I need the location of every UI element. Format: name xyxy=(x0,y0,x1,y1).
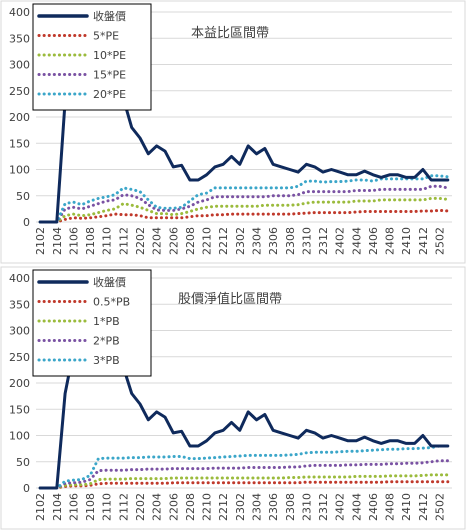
x-tick-label: 2406 xyxy=(367,227,380,255)
y-tick-label: 150 xyxy=(9,403,30,416)
legend-label: 5*PE xyxy=(93,30,119,43)
x-tick-label: 2412 xyxy=(417,493,430,521)
y-tick-label: 400 xyxy=(9,272,30,285)
legend-box xyxy=(32,269,152,377)
x-tick-label: 2304 xyxy=(250,227,263,255)
chart-title: 股價淨值比區間帶 xyxy=(178,291,282,307)
y-tick-label: 50 xyxy=(16,190,30,203)
x-tick-label: 2104 xyxy=(51,227,64,255)
x-tick-label: 2406 xyxy=(367,493,380,521)
x-tick-label: 2502 xyxy=(434,493,447,521)
x-tick-label: 2210 xyxy=(201,227,214,255)
series-line xyxy=(38,184,450,224)
x-tick-label: 2310 xyxy=(300,227,313,255)
x-tick-label: 2202 xyxy=(134,227,147,255)
legend-label: 15*PE xyxy=(93,69,126,82)
x-tick-label: 2208 xyxy=(184,493,197,521)
x-tick-label: 2102 xyxy=(34,227,47,255)
x-tick-label: 2306 xyxy=(267,493,280,521)
series-line xyxy=(38,473,450,490)
x-tick-label: 2212 xyxy=(217,493,230,521)
series-line xyxy=(38,444,450,490)
x-tick-label: 2104 xyxy=(51,493,64,521)
legend-label: 1*PB xyxy=(93,315,120,328)
legend-label: 3*PB xyxy=(93,354,120,367)
series-line xyxy=(38,174,450,224)
x-tick-label: 2412 xyxy=(417,227,430,255)
x-tick-label: 2304 xyxy=(250,493,263,521)
x-tick-label: 2410 xyxy=(400,227,413,255)
pb-band-chart: 0 50 100 150 200 250 300 350 400 2102 2104 2106 2108… xyxy=(0,266,466,530)
x-tick-label: 2306 xyxy=(267,227,280,255)
x-tick-label: 2308 xyxy=(284,493,297,521)
series-line xyxy=(38,208,450,224)
legend-label: 20*PE xyxy=(93,88,126,101)
legend-label: 0.5*PB xyxy=(93,296,130,309)
y-tick-label: 300 xyxy=(9,59,30,72)
x-tick-label: 2302 xyxy=(234,493,247,521)
x-tick-label: 2302 xyxy=(234,227,247,255)
x-tick-label: 2202 xyxy=(134,493,147,521)
x-tick-label: 2206 xyxy=(167,493,180,521)
x-tick-label: 2206 xyxy=(167,227,180,255)
y-tick-label: 350 xyxy=(9,32,30,45)
legend-label: 收盤價 xyxy=(93,275,126,289)
legend-box xyxy=(32,3,152,111)
y-tick-label: 350 xyxy=(9,298,30,311)
legend-label: 2*PB xyxy=(93,335,120,348)
x-tick-label: 2312 xyxy=(317,227,330,255)
x-tick-label: 2112 xyxy=(117,493,130,521)
series-line xyxy=(38,459,450,490)
x-tick-label: 2310 xyxy=(300,493,313,521)
x-tick-label: 2106 xyxy=(67,493,80,521)
y-tick-label: 400 xyxy=(9,6,30,19)
y-tick-label: 100 xyxy=(9,164,30,177)
y-tick-label: 0 xyxy=(23,216,30,229)
x-tick-label: 2404 xyxy=(350,493,363,521)
series-line xyxy=(38,480,450,490)
x-tick-label: 2402 xyxy=(334,493,347,521)
y-tick-label: 0 xyxy=(23,482,30,495)
pe-band-chart: 0 50 100 150 200 250 300 350 400 2102 2104 2106 2108… xyxy=(0,0,466,264)
x-tick-label: 2112 xyxy=(117,227,130,255)
y-tick-label: 50 xyxy=(16,456,30,469)
legend-label: 10*PE xyxy=(93,49,126,62)
x-tick-label: 2408 xyxy=(384,227,397,255)
x-tick-label: 2108 xyxy=(84,227,97,255)
x-tick-label: 2210 xyxy=(201,493,214,521)
x-tick-label: 2308 xyxy=(284,227,297,255)
x-tick-label: 2410 xyxy=(400,493,413,521)
y-tick-label: 150 xyxy=(9,137,30,150)
x-tick-label: 2204 xyxy=(151,227,164,255)
y-tick-label: 300 xyxy=(9,325,30,338)
y-tick-label: 200 xyxy=(9,111,30,124)
x-tick-label: 2408 xyxy=(384,493,397,521)
y-tick-label: 200 xyxy=(9,377,30,390)
chart-title: 本益比區間帶 xyxy=(191,26,269,41)
series-line xyxy=(38,196,450,224)
x-tick-label: 2402 xyxy=(334,227,347,255)
x-tick-label: 2102 xyxy=(34,493,47,521)
y-tick-label: 100 xyxy=(9,430,30,443)
legend-label: 收盤價 xyxy=(93,9,126,23)
x-tick-label: 2404 xyxy=(350,227,363,255)
x-tick-label: 2204 xyxy=(151,493,164,521)
x-tick-label: 2106 xyxy=(67,227,80,255)
x-tick-label: 2212 xyxy=(217,227,230,255)
x-tick-label: 2108 xyxy=(84,493,97,521)
x-tick-label: 2110 xyxy=(101,227,114,255)
y-tick-label: 250 xyxy=(9,351,30,364)
x-tick-label: 2502 xyxy=(434,227,447,255)
y-tick-label: 250 xyxy=(9,85,30,98)
x-tick-label: 2208 xyxy=(184,227,197,255)
x-tick-label: 2110 xyxy=(101,493,114,521)
x-tick-label: 2312 xyxy=(317,493,330,521)
